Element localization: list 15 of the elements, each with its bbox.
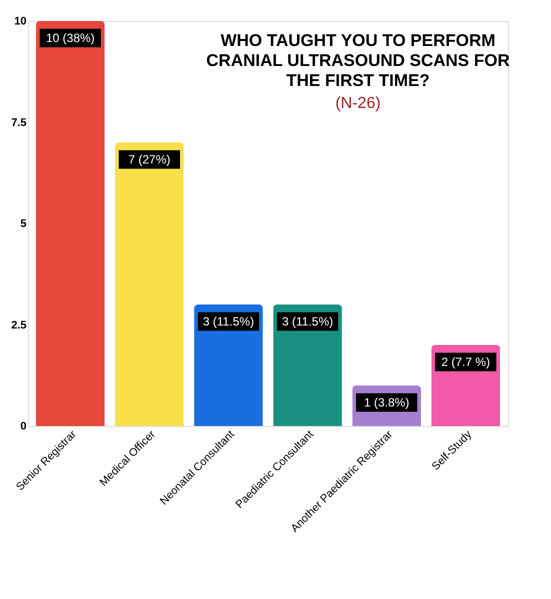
data-label: 3 (11.5%) <box>202 314 254 328</box>
data-label: 10 (38%) <box>46 31 95 45</box>
y-tick-label: 7.5 <box>11 116 26 129</box>
bar <box>36 21 105 426</box>
y-tick-label: 5 <box>20 218 26 230</box>
y-tick-label: 2.5 <box>11 319 26 332</box>
data-label: 2 (7.7 %) <box>441 355 490 369</box>
y-tick-label: 10 <box>14 16 26 28</box>
data-label: 3 (11.5%) <box>282 314 334 328</box>
bar <box>114 142 184 426</box>
data-label: 7 (27%) <box>128 152 170 166</box>
data-label: 1 (3.8%) <box>364 396 410 410</box>
text: WHO TAUGHT YOU TO PERFORM CRANIAL ULTRASOUND SCANS FOR THE FIRST TIME? <box>206 31 510 90</box>
y-tick-label: 0 <box>20 420 26 432</box>
text: (N-26) <box>335 95 381 112</box>
